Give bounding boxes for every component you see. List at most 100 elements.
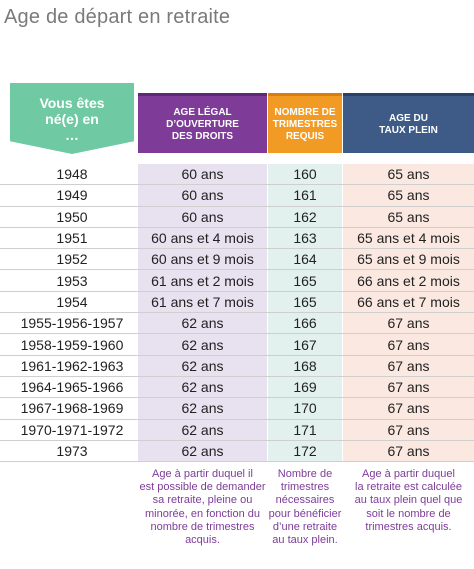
trimestres-header-line-3: REQUIS xyxy=(285,130,325,142)
age-legal-cell: 60 ans xyxy=(181,187,224,204)
table-row: 1958-1959-1960 62 ans 167 67 ans xyxy=(0,334,474,356)
trimestres-cell: 171 xyxy=(293,421,317,438)
trimestres-header: NOMBRE DE TRIMESTRES REQUIS xyxy=(268,93,342,153)
age-legal-cell: 60 ans xyxy=(181,166,224,183)
age-legal-cell: 62 ans xyxy=(181,400,224,417)
birth-year-cell: 1954 xyxy=(56,293,88,310)
birth-year-cell: 1958-1959-1960 xyxy=(20,336,124,353)
age-legal-cell: 62 ans xyxy=(181,336,224,353)
trimestres-cell: 161 xyxy=(293,187,317,204)
taux-plein-footnote: Age à partir duquel la retraite est calc… xyxy=(343,468,474,534)
birth-year-cell: 1964-1965-1966 xyxy=(20,379,124,396)
trimestres-footnote: Nombre de trimestres nécessaires pour bé… xyxy=(268,468,342,547)
taux-plein-note-line: au taux plein quel que xyxy=(354,494,463,507)
age-legal-note-line: nombre de trimestres xyxy=(150,520,255,533)
trimestres-cell: 169 xyxy=(293,379,317,396)
taux-plein-cell: 67 ans xyxy=(387,421,430,438)
age-legal-cell: 62 ans xyxy=(181,379,224,396)
age-legal-cell: 60 ans et 4 mois xyxy=(151,230,254,247)
taux-plein-cell: 65 ans xyxy=(387,208,430,225)
birth-year-cell: 1951 xyxy=(56,230,88,247)
table-row: 1970-1971-1972 62 ans 171 67 ans xyxy=(0,420,474,441)
birth-year-cell: 1955-1956-1957 xyxy=(20,315,124,332)
table-row: 1950 60 ans 162 65 ans xyxy=(0,207,474,228)
taux-plein-cell: 65 ans xyxy=(387,166,430,183)
taux-plein-header: AGE DU TAUX PLEIN xyxy=(343,93,474,153)
trimestres-cell: 160 xyxy=(293,166,317,183)
taux-plein-cell: 65 ans et 4 mois xyxy=(357,230,460,247)
birth-year-cell: 1970-1971-1972 xyxy=(20,421,124,438)
trimestres-note-line: Nombre de xyxy=(277,468,333,480)
trimestres-note-line: trimestres xyxy=(280,481,330,494)
age-legal-cell: 60 ans xyxy=(181,208,224,225)
birth-header-line-3: … xyxy=(65,127,79,143)
table-row: 1949 60 ans 161 65 ans xyxy=(0,185,474,207)
birth-year-header: Vous êtes né(e) en … xyxy=(10,83,134,154)
birth-year-cell: 1973 xyxy=(56,443,88,459)
age-legal-footnote: Age à partir duquel il est possible de d… xyxy=(138,468,267,547)
trimestres-cell: 164 xyxy=(293,251,317,268)
age-legal-note-line: sa retraite, pleine ou xyxy=(152,494,253,507)
taux-plein-cell: 67 ans xyxy=(387,443,430,459)
trimestres-cell: 172 xyxy=(293,443,317,459)
trimestres-cell: 170 xyxy=(293,400,317,417)
table-row: 1948 60 ans 160 65 ans xyxy=(0,164,474,186)
trimestres-note-line: nécessaires xyxy=(275,494,335,507)
age-legal-note-line: est possible de demander xyxy=(139,481,266,494)
birth-year-cell: 1948 xyxy=(56,166,88,183)
age-legal-header-line-2: D’OUVERTURE xyxy=(166,118,239,130)
age-legal-note-line: Age à partir duquel il xyxy=(152,468,253,480)
taux-plein-note-line: soit le nombre de xyxy=(366,507,451,520)
age-legal-header-line-1: AGE LÉGAL xyxy=(173,106,232,118)
taux-plein-cell: 65 ans et 9 mois xyxy=(357,251,460,268)
age-legal-cell: 62 ans xyxy=(181,315,224,332)
table-row: 1952 60 ans et 9 mois 164 65 ans et 9 mo… xyxy=(0,249,474,271)
age-legal-cell: 62 ans xyxy=(181,421,224,438)
birth-header-line-2: né(e) en xyxy=(45,111,99,127)
birth-year-cell: 1953 xyxy=(56,272,88,289)
trimestres-header-line-1: NOMBRE DE xyxy=(274,106,336,118)
age-legal-note-line: minorée, en fonction du xyxy=(145,507,260,520)
taux-plein-cell: 66 ans et 2 mois xyxy=(357,272,460,289)
taux-plein-header-line-1: AGE DU xyxy=(389,112,428,124)
taux-plein-cell: 67 ans xyxy=(387,379,430,396)
age-legal-cell: 62 ans xyxy=(181,443,224,459)
age-legal-header: AGE LÉGAL D’OUVERTURE DES DROITS xyxy=(138,93,267,153)
birth-year-cell: 1961-1962-1963 xyxy=(20,357,124,374)
table-row: 1973 62 ans 172 67 ans xyxy=(0,441,474,463)
age-legal-cell: 62 ans xyxy=(181,357,224,374)
table-row: 1964-1965-1966 62 ans 169 67 ans xyxy=(0,377,474,399)
trimestres-note-line: d’une retraite xyxy=(272,520,338,533)
trimestres-cell: 167 xyxy=(293,336,317,353)
birth-year-cell: 1967-1968-1969 xyxy=(20,400,124,417)
table-row: 1953 61 ans et 2 mois 165 66 ans et 2 mo… xyxy=(0,270,474,292)
taux-plein-note-line: trimestres acquis. xyxy=(365,520,452,533)
taux-plein-cell: 67 ans xyxy=(387,336,430,353)
age-legal-cell: 61 ans et 7 mois xyxy=(151,293,254,310)
table-row: 1967-1968-1969 62 ans 170 67 ans xyxy=(0,398,474,420)
table-row: 1951 60 ans et 4 mois 163 65 ans et 4 mo… xyxy=(0,228,474,250)
birth-header-line-1: Vous êtes xyxy=(39,95,105,111)
trimestres-note-line: pour bénéficier xyxy=(268,507,342,520)
table-row: 1954 61 ans et 7 mois 165 66 ans et 7 mo… xyxy=(0,292,474,314)
birth-year-cell: 1952 xyxy=(56,251,88,268)
taux-plein-header-line-2: TAUX PLEIN xyxy=(379,124,438,136)
table-row: 1955-1956-1957 62 ans 166 67 ans xyxy=(0,313,474,335)
age-legal-header-line-3: DES DROITS xyxy=(171,130,234,142)
trimestres-cell: 163 xyxy=(293,230,317,247)
age-legal-cell: 60 ans et 9 mois xyxy=(151,251,254,268)
taux-plein-cell: 66 ans et 7 mois xyxy=(357,293,460,310)
trimestres-cell: 168 xyxy=(293,357,317,374)
taux-plein-cell: 67 ans xyxy=(387,357,430,374)
trimestres-header-line-2: TRIMESTRES xyxy=(272,118,338,130)
taux-plein-note-line: la retraite est calculée xyxy=(355,481,462,494)
birth-year-cell: 1949 xyxy=(56,187,88,204)
page-title: Age de départ en retraite xyxy=(4,6,231,28)
retirement-table-body: 1948 60 ans 160 65 ans 1949 60 ans 161 6… xyxy=(0,164,474,463)
taux-plein-cell: 67 ans xyxy=(387,315,430,332)
taux-plein-note-line: Age à partir duquel xyxy=(362,468,455,480)
trimestres-cell: 165 xyxy=(293,272,317,289)
trimestres-cell: 165 xyxy=(293,293,317,310)
taux-plein-cell: 65 ans xyxy=(387,187,430,204)
age-legal-note-line: acquis. xyxy=(185,534,220,547)
